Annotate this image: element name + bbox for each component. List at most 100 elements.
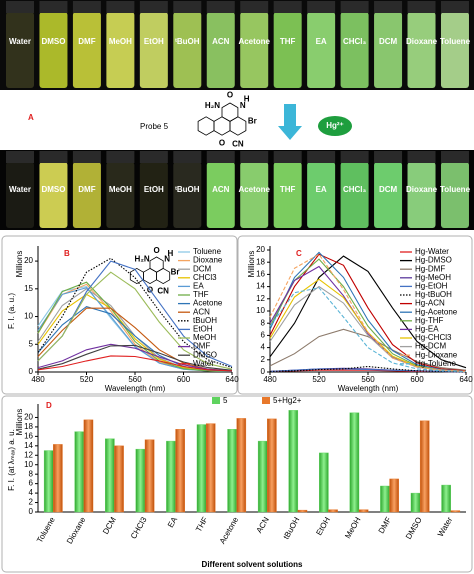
vial-cap [6,1,34,13]
structure-ring [149,256,164,273]
bar [135,448,146,513]
bar [196,424,207,513]
legend-label: Hg-Toluene [415,359,456,368]
vial-label: EtOH [144,37,164,46]
vial-label: ᵗBuOH [175,185,200,194]
x-tick-label: 520 [80,375,94,384]
atom-label: H₂N [205,101,220,110]
y-axis-label: F. I. (a. u.) [7,293,16,329]
vial [440,162,469,228]
legend-swatch [262,397,270,404]
bar [205,423,216,513]
y-tick-label: 20 [24,256,33,265]
vial [173,162,202,228]
vial [106,162,135,228]
atom-label: O [153,246,159,255]
legend-label: DMF [193,342,210,351]
bar [410,492,421,513]
vial-label: Toluene [440,185,471,194]
vial-cap [407,151,436,163]
bar [83,419,94,513]
vial-label: CHCl₃ [343,37,367,46]
x-axis-label: Wavelength (nm) [338,384,399,393]
vial-cap [39,1,68,13]
vial [72,12,101,88]
spectrum-line [37,343,233,372]
y-tick-label: 0 [29,507,34,516]
vial-label: Toluene [440,37,471,46]
legend-label: DCM [193,264,212,273]
y-tick-label: 2 [261,355,266,364]
vial-cap [374,151,403,163]
spectrum-line [37,293,233,372]
vial-cap [407,1,436,13]
spectrum-line [37,355,233,372]
legend-label: Toluene [193,247,222,256]
vial-label: THF [280,185,296,194]
bar [257,440,268,513]
vial [340,162,369,228]
panel-label: C [296,249,302,258]
panel-label: B [64,249,70,258]
bar [450,510,461,513]
panel-label: A [28,113,34,122]
atom-label: Br [171,267,180,276]
vial [307,162,336,228]
vial [39,12,68,88]
vial-label: Water [9,185,31,194]
vial [307,12,336,88]
atom-label: CN [232,140,244,149]
vial [39,162,68,228]
y-tick-label: 10 [24,312,33,321]
y-axis-label: F. I. (at λₘₐₓ) a. u. [7,429,16,491]
vial-cap [240,151,269,163]
vial [139,12,168,88]
vial-label: Dioxane [406,37,438,46]
vial [6,162,34,228]
vial-label: Water [9,37,31,46]
units-label: Millions [15,251,24,278]
atom-label: O [227,91,233,100]
atom-label: N [164,254,170,263]
spectrum-line [37,257,233,369]
x-tick-label: 600 [177,375,191,384]
legend-label: Dioxane [193,256,223,265]
legend-label: Hg-EA [415,325,439,334]
y-tick-label: 15 [24,284,33,293]
bar [389,478,399,513]
bar [288,410,299,513]
vial-label: CHCl₃ [343,185,367,194]
y-tick-label: 16 [256,270,265,279]
legend-swatch [212,397,220,404]
legend-label: Hg-CHCl3 [415,333,452,342]
y-tick-label: 10 [24,460,33,469]
photo-bottom [0,150,474,230]
bar [358,509,369,513]
legend-label: MeOH [193,333,216,342]
spectrum-line [37,344,233,371]
vial-cap [206,1,235,13]
bar [319,452,329,513]
bar [114,445,124,513]
y-tick-label: 18 [24,422,33,431]
vial-label: EtOH [144,185,164,194]
vial-label: THF [280,37,296,46]
bar [380,485,390,513]
vial [273,162,302,228]
y-tick-label: 5 [29,339,34,348]
spectrum-line [37,281,233,372]
vial [407,12,436,88]
spectrum-line [269,255,467,369]
bar [267,418,277,513]
vial [240,12,269,88]
y-tick-label: 4 [29,488,34,497]
vial-cap [106,151,135,163]
bar [227,429,237,513]
x-tick-label: 480 [263,375,277,384]
vial-label: Acetone [238,185,270,194]
x-tick-label: 560 [128,375,142,384]
y-tick-label: 0 [29,367,34,376]
vial-label: EA [316,37,327,46]
y-tick-label: 18 [256,257,265,266]
